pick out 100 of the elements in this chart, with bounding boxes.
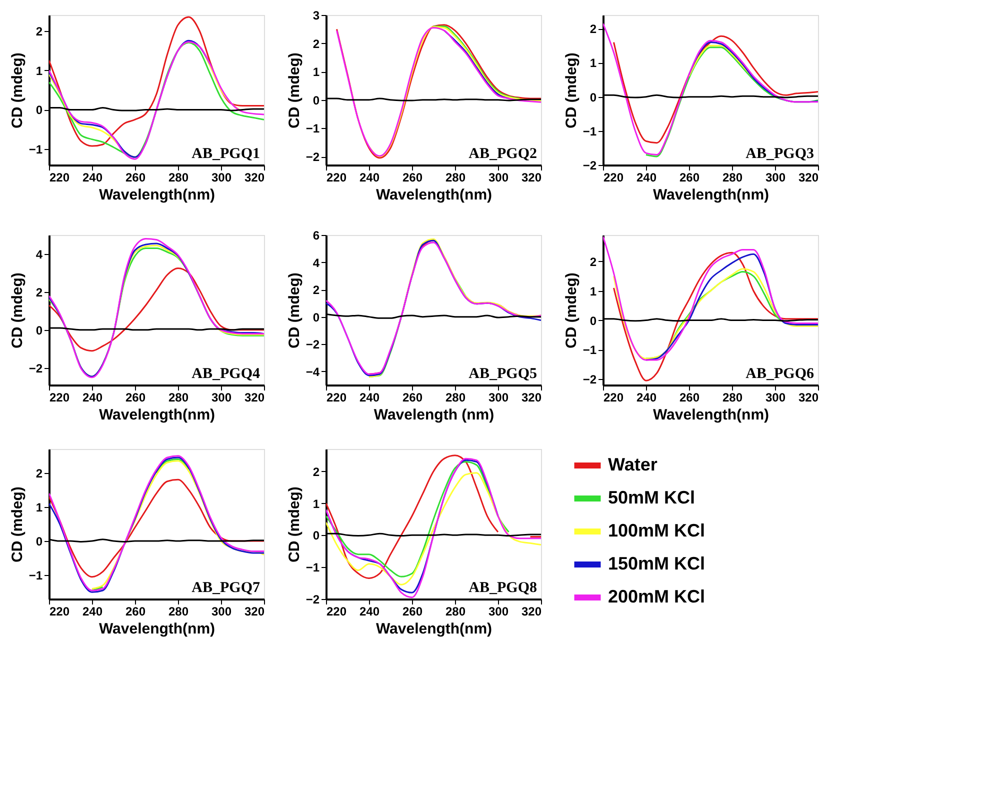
- x-tick-label: 300: [211, 390, 232, 404]
- y-tick-label: 0: [312, 528, 320, 543]
- x-tick-label: 240: [82, 604, 103, 618]
- y-tick-label: −1: [28, 568, 43, 583]
- legend-label: 100mM KCl: [608, 520, 706, 540]
- x-tick-label: 240: [636, 170, 657, 184]
- x-tick-label: 280: [445, 604, 466, 618]
- y-tick-label: 0: [36, 534, 43, 549]
- legend-label: 200mM KCl: [608, 586, 706, 606]
- x-tick-label: 280: [722, 170, 743, 184]
- x-tick-label: 260: [125, 604, 146, 618]
- legend-label: 50mM KCl: [608, 488, 696, 508]
- x-axis-title: Wavelength(nm): [98, 620, 216, 638]
- y-tick-label: 0: [590, 90, 597, 104]
- x-axis-title: Wavelength(nm): [376, 186, 492, 204]
- y-tick-label: 0: [36, 323, 43, 338]
- y-tick-label: 1: [590, 284, 597, 298]
- y-tick-label: 1: [312, 65, 320, 80]
- x-tick-label: 260: [402, 170, 423, 184]
- x-tick-label: 320: [521, 390, 542, 404]
- y-tick-label: −4: [306, 364, 320, 379]
- text: AB_PGQ6: [746, 366, 814, 382]
- x-tick-label: 280: [445, 390, 466, 404]
- x-axis-title: Wavelength(nm): [376, 620, 492, 638]
- x-tick-label: 300: [488, 604, 509, 618]
- y-tick-label: 1: [590, 56, 597, 70]
- x-tick-label: 320: [798, 170, 819, 184]
- y-tick-label: 0: [590, 314, 597, 328]
- x-tick-label: 260: [402, 390, 423, 404]
- x-axis-title: Wavelength(nm): [652, 406, 770, 424]
- x-tick-label: 300: [765, 170, 786, 184]
- x-tick-label: 260: [125, 390, 146, 404]
- x-tick-label: 260: [679, 390, 700, 404]
- x-tick-label: 240: [82, 390, 103, 404]
- line-series: [613, 268, 818, 360]
- y-tick-label: 6: [312, 228, 320, 242]
- x-tick-label: 300: [211, 170, 232, 184]
- y-tick-label: 2: [312, 36, 320, 51]
- y-tick-label: 1: [36, 500, 43, 514]
- line-series: [432, 26, 520, 100]
- y-tick-label: −2: [28, 361, 43, 376]
- x-axis-title: Wavelength(nm): [98, 186, 216, 204]
- x-tick-label: 320: [521, 604, 542, 618]
- y-tick-label: 4: [36, 247, 43, 262]
- line-series: [444, 30, 510, 100]
- x-tick-label: 320: [798, 390, 819, 404]
- y-tick-label: −2: [306, 592, 320, 606]
- y-tick-label: 2: [312, 283, 320, 298]
- y-tick-label: 2: [590, 22, 597, 36]
- y-tick-label: 1: [36, 64, 43, 78]
- x-tick-label: 220: [50, 390, 70, 404]
- y-axis-title: CD (mdeg): [8, 272, 26, 348]
- x-tick-label: 220: [50, 170, 70, 184]
- y-tick-label: −2: [306, 338, 320, 352]
- line-series: [326, 461, 510, 578]
- y-tick-label: 2: [36, 24, 43, 38]
- x-tick-label: 320: [244, 390, 265, 404]
- legend-label: Water: [608, 454, 658, 474]
- y-tick-label: 0: [312, 93, 320, 108]
- x-tick-label: 320: [244, 604, 265, 618]
- y-tick-label: 2: [312, 464, 320, 479]
- y-tick-label: 4: [312, 256, 320, 270]
- x-tick-label: 240: [636, 390, 657, 404]
- y-axis-title: CD (mdeg): [286, 272, 303, 348]
- y-tick-label: −2: [582, 158, 597, 172]
- text: AB_PGQ3: [746, 146, 814, 162]
- x-tick-label: 220: [326, 390, 347, 404]
- y-axis-title: CD (mdeg): [562, 272, 580, 348]
- line-series: [645, 253, 818, 361]
- x-tick-label: 260: [125, 170, 146, 184]
- y-tick-label: 2: [36, 466, 43, 480]
- y-axis-title: CD (mdeg): [286, 52, 303, 128]
- legend-label: 150mM KCl: [608, 554, 706, 574]
- x-tick-label: 300: [765, 390, 786, 404]
- y-tick-label: 0: [312, 310, 320, 324]
- x-tick-label: 320: [521, 170, 542, 184]
- x-tick-label: 280: [168, 604, 189, 618]
- x-tick-label: 220: [604, 390, 624, 404]
- y-tick-label: −1: [582, 343, 597, 358]
- x-tick-label: 300: [488, 390, 509, 404]
- text: AB_PGQ1: [192, 146, 260, 162]
- x-tick-label: 220: [326, 604, 347, 618]
- x-axis-title: Wavelength(nm): [652, 186, 770, 204]
- y-axis-title: CD (mdeg): [8, 486, 26, 562]
- x-tick-label: 320: [244, 170, 265, 184]
- y-axis-title: CD (mdeg): [8, 52, 26, 128]
- x-tick-label: 240: [359, 170, 380, 184]
- x-tick-label: 300: [211, 604, 232, 618]
- text: AB_PGQ7: [192, 580, 260, 596]
- x-tick-label: 240: [359, 390, 380, 404]
- text: AB_PGQ4: [192, 366, 260, 382]
- x-tick-label: 260: [679, 170, 700, 184]
- x-tick-label: 240: [82, 170, 103, 184]
- x-tick-label: 220: [604, 170, 624, 184]
- line-series: [613, 252, 818, 382]
- text: AB_PGQ5: [468, 366, 537, 382]
- x-tick-label: 220: [50, 604, 70, 618]
- x-tick-label: 300: [488, 170, 509, 184]
- y-axis-title: CD (mdeg): [286, 486, 303, 562]
- y-tick-label: 2: [590, 254, 597, 269]
